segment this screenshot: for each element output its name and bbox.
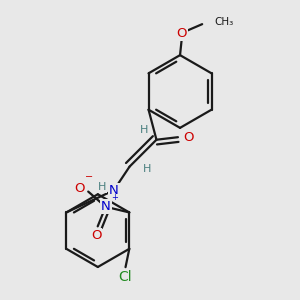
Text: CH₃: CH₃: [214, 16, 233, 27]
Text: N: N: [101, 200, 110, 213]
Text: Cl: Cl: [119, 270, 132, 283]
Text: O: O: [74, 182, 85, 195]
Text: N: N: [109, 184, 118, 197]
Text: H: H: [143, 164, 151, 174]
Text: O: O: [91, 229, 101, 242]
Text: H: H: [98, 182, 106, 192]
Text: O: O: [183, 131, 193, 144]
Text: −: −: [85, 172, 93, 182]
Text: H: H: [140, 125, 148, 135]
Text: O: O: [176, 26, 187, 40]
Text: +: +: [111, 193, 118, 202]
